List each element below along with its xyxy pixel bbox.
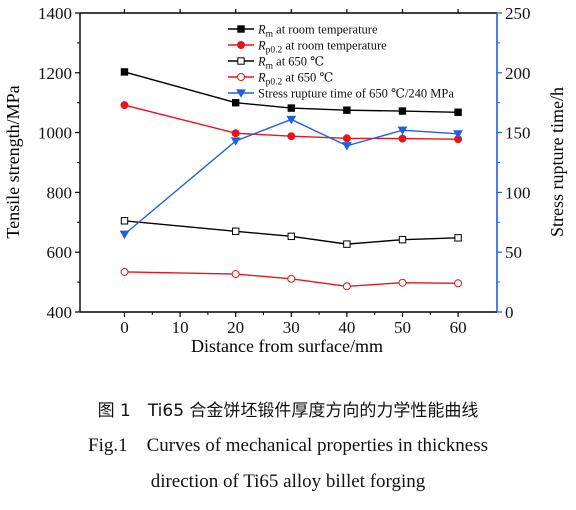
- series-5-point: [286, 115, 297, 125]
- y-axis-left-label: Tensile strength/MPa: [3, 85, 23, 238]
- x-tick-label: 20: [227, 318, 244, 337]
- mechanical-properties-chart: 0 10 20 30 40 50 60 400 600 800 1000 1200 1400 0 50 100…: [3, 4, 567, 356]
- series-2-line: [124, 104, 459, 140]
- series-5-point: [397, 126, 408, 136]
- legend-item-3-label: Rm at 650 ℃: [257, 55, 324, 72]
- legend-item-4-label: Rp0.2 at 650 ℃: [257, 71, 333, 88]
- legend-item-5-marker: [236, 89, 246, 98]
- figure-caption-english-line2: direction of Ti65 alloy billet forging: [150, 471, 426, 492]
- series-2-point: [342, 134, 351, 143]
- series-5-point: [230, 137, 241, 146]
- series-5-point: [341, 142, 352, 151]
- y-left-tick-label: 1400: [38, 4, 72, 23]
- series-2-point: [120, 101, 129, 110]
- series-3-point: [120, 217, 129, 225]
- series-5-point: [119, 230, 130, 240]
- legend-item-2-marker: [237, 41, 245, 49]
- series-4-point: [287, 274, 296, 283]
- series-4-point: [342, 282, 351, 291]
- series-3-point: [287, 232, 295, 241]
- series-5-point: [453, 130, 463, 139]
- x-tick-label: 60: [450, 318, 467, 337]
- series-4-line: [124, 271, 459, 287]
- series-2-point: [231, 129, 240, 138]
- series-3-point: [454, 234, 462, 242]
- series-1-point: [231, 99, 240, 107]
- series-1-point: [120, 68, 129, 76]
- y-right-tick-label: 200: [505, 64, 531, 83]
- series-4-point: [120, 267, 129, 276]
- y-right-tick-label: 250: [505, 4, 531, 23]
- x-tick-label: 10: [172, 318, 189, 337]
- y-left-tick-label: 1000: [38, 124, 72, 143]
- x-tick-label: 0: [120, 318, 129, 337]
- y-left-tick-label: 1200: [38, 64, 72, 83]
- series-2-point: [287, 132, 296, 141]
- legend-item-4-marker: [237, 73, 245, 81]
- tick-labels: 0 10 20 30 40 50 60 400 600 800 1000 1200 1400 0 50 100…: [38, 4, 531, 337]
- series-1-point: [454, 108, 462, 116]
- figure-caption-english-line1: Fig.1 Curves of mechanical properties in…: [88, 435, 488, 456]
- series-4-point: [454, 279, 463, 288]
- y-right-tick-label: 50: [505, 243, 522, 262]
- y-left-tick-label: 800: [47, 183, 73, 202]
- series-5-line: [124, 118, 459, 235]
- series-1-point: [287, 104, 295, 112]
- series-3-point: [398, 235, 407, 244]
- y-left-tick-label: 600: [47, 243, 73, 262]
- series-lines: [119, 68, 463, 291]
- x-tick-label: 30: [283, 318, 300, 337]
- series-4-point: [398, 278, 407, 287]
- x-axis-label: Distance from surface/mm: [191, 336, 383, 356]
- series-3-line: [124, 220, 459, 245]
- legend-item-1-marker: [237, 25, 245, 33]
- y-right-tick-label: 0: [505, 303, 514, 322]
- legend-item-2-label: Rp0.2 at room temperature: [257, 39, 387, 56]
- series-2-point: [398, 134, 407, 143]
- series-3-point: [231, 227, 240, 235]
- series-1-line: [124, 71, 459, 113]
- x-tick-label: 40: [338, 318, 355, 337]
- series-3-point: [343, 240, 351, 248]
- x-tick-label: 50: [394, 318, 411, 337]
- series-1-point: [343, 106, 351, 114]
- legend-item-3-marker: [237, 57, 245, 65]
- series-1-point: [398, 107, 407, 115]
- legend-item-1-label: Rm at room temperature: [257, 23, 378, 40]
- series-4-point: [231, 270, 240, 279]
- y-left-tick-label: 400: [47, 303, 73, 322]
- y-right-tick-label: 150: [505, 124, 531, 143]
- tick-marks: [75, 9, 502, 317]
- figure-caption-chinese: 图 1 Ti65 合金饼坯锻件厚度方向的力学性能曲线: [97, 401, 479, 421]
- y-axis-right-label: Stress rupture time/h: [547, 87, 567, 237]
- legend-item-5-label: Stress rupture time of 650 ℃/240 MPa: [258, 87, 454, 101]
- y-right-tick-label: 100: [505, 183, 531, 202]
